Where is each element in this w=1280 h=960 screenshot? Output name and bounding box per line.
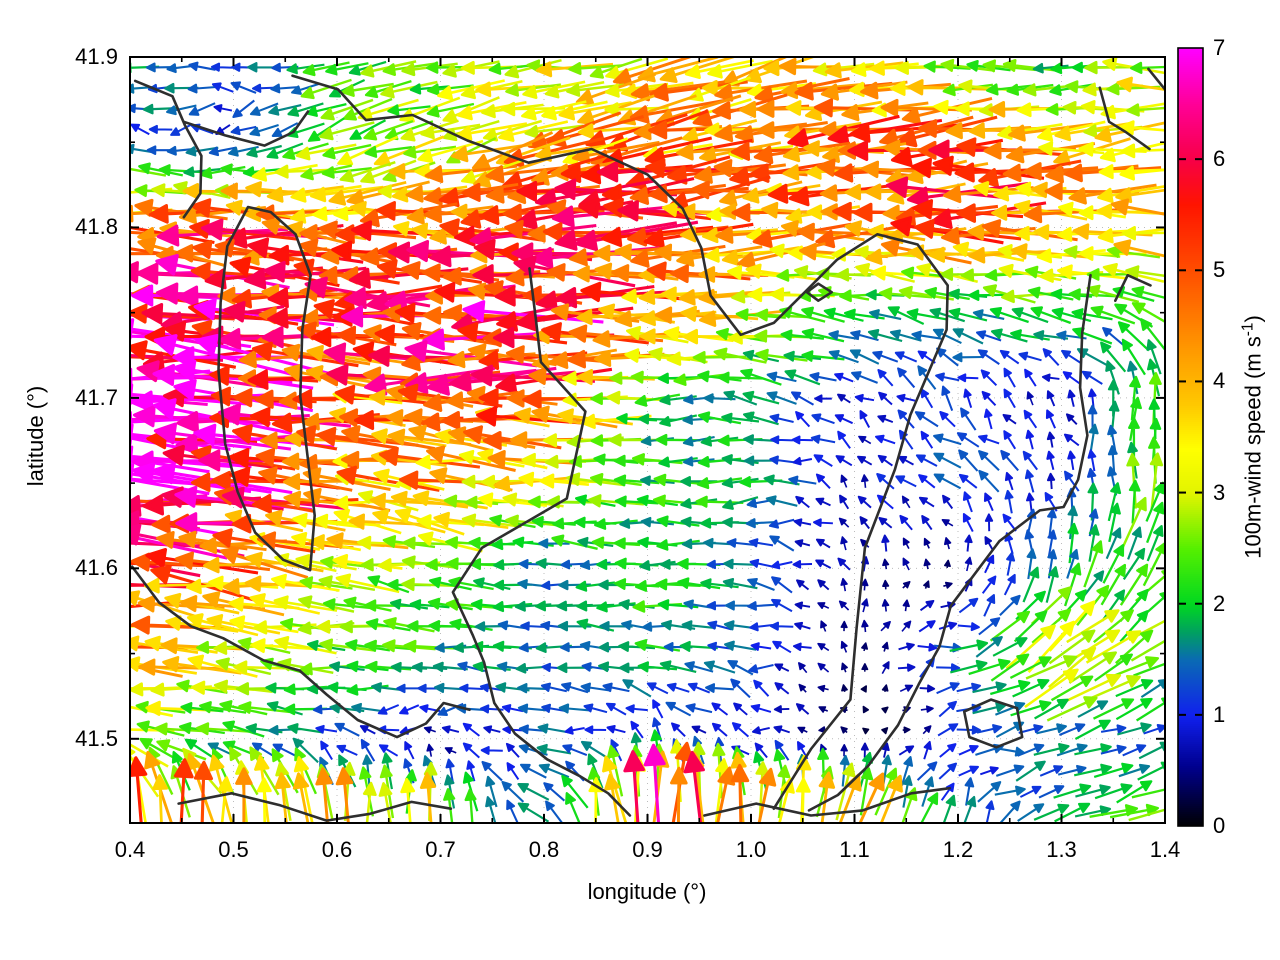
y-tick-label: 41.5 bbox=[75, 725, 118, 751]
colorbar-tick-label: 5 bbox=[1213, 257, 1226, 283]
colorbar-label: 100m-wind speed (m s-1) bbox=[1235, 315, 1266, 559]
colorbar-tick-label: 0 bbox=[1213, 813, 1226, 838]
colorbar-label-end: ) bbox=[1240, 315, 1266, 323]
colorbar-tick-label: 3 bbox=[1213, 479, 1226, 505]
x-tick-label: 1.2 bbox=[942, 837, 974, 862]
y-tick-label: 41.6 bbox=[75, 555, 118, 581]
x-tick-label: 0.9 bbox=[632, 837, 663, 862]
x-tick-label: 0.6 bbox=[321, 837, 353, 862]
colorbar-tick-label: 7 bbox=[1213, 35, 1226, 60]
x-tick-label: 1.1 bbox=[839, 837, 870, 862]
x-tick-label: 0.8 bbox=[528, 837, 560, 862]
colorbar-tick-label: 2 bbox=[1213, 590, 1226, 616]
colorbar-label-sup: -1 bbox=[1239, 322, 1257, 337]
colorbar-tick-label: 4 bbox=[1213, 368, 1226, 394]
x-tick-label: 1.4 bbox=[1149, 837, 1181, 862]
x-tick-label: 1.3 bbox=[1046, 837, 1077, 862]
x-tick-label: 0.7 bbox=[425, 837, 456, 862]
x-tick-label: 1.0 bbox=[735, 837, 767, 862]
y-tick-label: 41.8 bbox=[75, 214, 118, 240]
x-tick-label: 0.4 bbox=[114, 837, 146, 862]
x-axis-label: longitude (°) bbox=[587, 879, 707, 904]
y-tick-label: 41.9 bbox=[75, 44, 118, 69]
colorbar-tick-label: 6 bbox=[1213, 146, 1226, 172]
x-tick-label: 0.5 bbox=[218, 837, 249, 862]
colorbar-tick-label: 1 bbox=[1213, 701, 1226, 727]
y-tick-label: 41.7 bbox=[75, 384, 118, 410]
